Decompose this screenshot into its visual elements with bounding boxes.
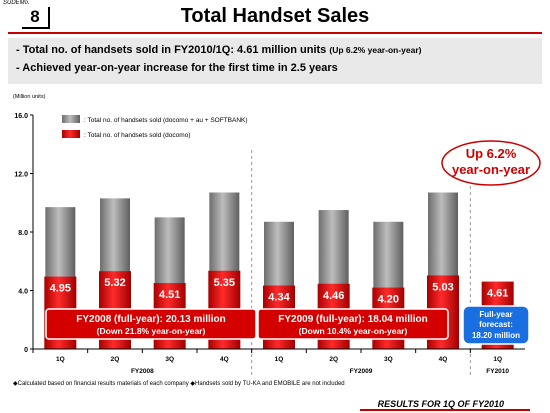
y-tick-label: 0 — [24, 347, 28, 354]
x-tick-label: 4Q — [220, 356, 229, 363]
x-tick-label: 3Q — [384, 356, 393, 363]
fy2009-summary-line2: (Down 10.4% year-on-year) — [299, 326, 408, 336]
slide-number: 8 — [22, 7, 50, 29]
slide-label: SUDEMo. — [3, 0, 30, 6]
bar-docomo-label: 4.51 — [159, 289, 180, 301]
summary-box: - Total no. of handsets sold in FY2010/1… — [8, 38, 542, 84]
summary-bullet-1-main: - Total no. of handsets sold in FY2010/1… — [16, 44, 327, 56]
footnote: ◆Calculated based on financial results m… — [13, 381, 345, 387]
bar-docomo-label: 4.46 — [323, 290, 344, 302]
x-tick-label: 2Q — [111, 356, 120, 363]
bar-docomo-label: 5.32 — [104, 277, 125, 289]
forecast-badge — [462, 305, 530, 345]
y-tick-label: 4.0 — [18, 289, 28, 296]
forecast-line1: Full-year — [479, 310, 512, 319]
legend-label-total: : Total no. of handsets sold (docomo + a… — [84, 117, 248, 124]
summary-bullet-1-note: (Up 6.2% year-on-year) — [329, 45, 422, 55]
forecast-line2: forecast: — [479, 320, 513, 329]
y-tick-label: 16.0 — [14, 113, 28, 120]
bar-docomo-label: 5.03 — [432, 281, 453, 293]
results-caption: RESULTS FOR 1Q OF FY2010 — [377, 399, 504, 409]
bar-docomo-label: 4.34 — [268, 292, 290, 304]
y-tick-label: 12.0 — [14, 172, 28, 179]
legend-swatch-total — [62, 115, 80, 123]
x-tick-label: 3Q — [165, 356, 174, 363]
x-tick-label: 1Q — [56, 356, 65, 363]
legend-label-docomo: : Total no. of handsets sold (docomo) — [84, 132, 190, 139]
fy2008-summary-box — [45, 308, 257, 340]
growth-callout-line1: Up 6.2% — [466, 146, 517, 161]
x-tick-label: 1Q — [493, 356, 502, 363]
bar-docomo-label: 4.95 — [50, 283, 71, 295]
y-axis-unit: (Million units) — [13, 94, 46, 100]
x-group-label: FY2008 — [131, 368, 154, 375]
x-tick-label: 1Q — [275, 356, 284, 363]
growth-callout — [441, 140, 541, 186]
x-tick-label: 2Q — [329, 356, 338, 363]
growth-callout-line2: year-on-year — [452, 162, 530, 177]
summary-bullet-1: - Total no. of handsets sold in FY2010/1… — [16, 44, 421, 56]
bar-docomo-label: 4.61 — [487, 288, 508, 300]
fy2009-summary-box — [257, 308, 449, 340]
title-rule — [8, 32, 542, 34]
results-rule — [360, 409, 530, 411]
bar-docomo-label: 5.35 — [214, 277, 235, 289]
x-tick-label: 4Q — [439, 356, 448, 363]
y-tick-label: 8.0 — [18, 230, 28, 237]
forecast-line3: 18.20 million — [472, 331, 520, 340]
bar-docomo-label: 4.20 — [378, 294, 399, 306]
page-title: Total Handset Sales — [180, 5, 370, 27]
fy2009-summary-line1: FY2009 (full-year): 18.04 million — [278, 314, 428, 325]
fy2008-summary-line2: (Down 21.8% year-on-year) — [97, 326, 206, 336]
x-group-label: FY2009 — [350, 368, 373, 375]
fy2008-summary-line1: FY2008 (full-year): 20.13 million — [76, 314, 226, 325]
summary-bullet-2: - Achieved year-on-year increase for the… — [16, 62, 338, 74]
legend-swatch-docomo — [62, 130, 80, 138]
x-group-label: FY2010 — [486, 368, 509, 375]
